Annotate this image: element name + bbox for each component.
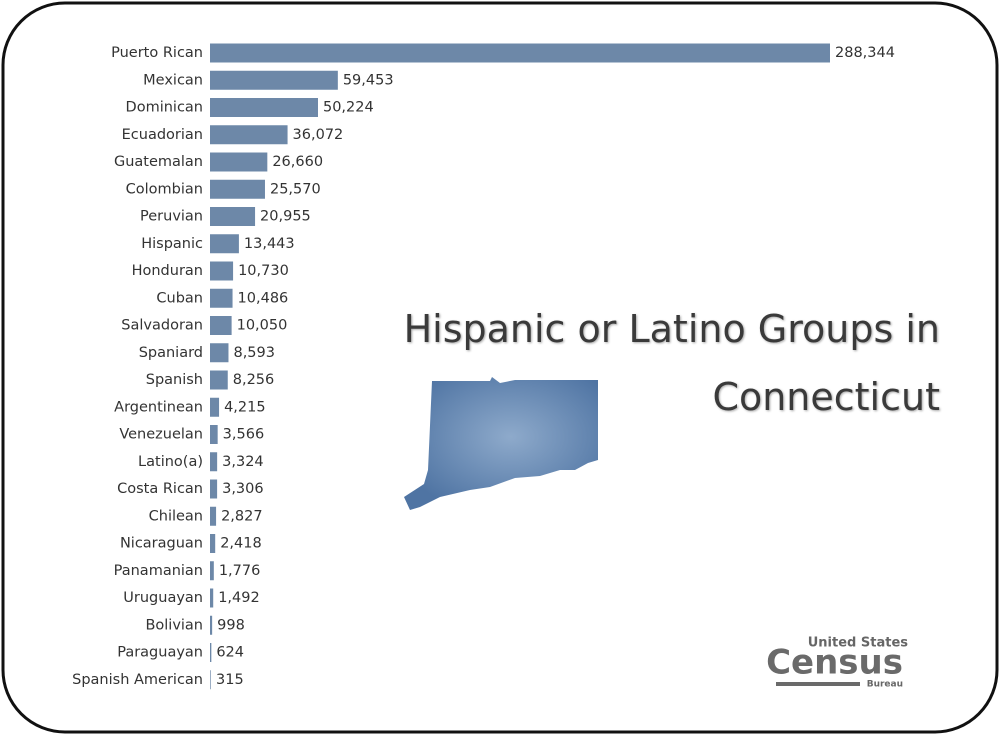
category-label: Guatemalan: [114, 154, 203, 170]
bar: [210, 316, 232, 335]
logo-line2: Census: [766, 643, 903, 683]
category-label: Mexican: [143, 72, 203, 88]
category-label: Spaniard: [139, 345, 203, 361]
value-label: 26,660: [272, 154, 323, 170]
bar: [210, 615, 213, 635]
bar: [210, 288, 233, 308]
bar: [210, 670, 211, 690]
category-label: Salvadoran: [121, 318, 203, 334]
bar: [210, 43, 830, 63]
category-label: Puerto Rican: [111, 45, 203, 61]
value-label: 4,215: [224, 399, 266, 415]
bar: [210, 643, 212, 662]
category-label: Uruguayan: [123, 590, 203, 606]
category-label: Hispanic: [141, 236, 203, 252]
value-label: 3,324: [222, 454, 264, 470]
bar: [210, 534, 216, 553]
bar: [210, 506, 217, 526]
category-label: Spanish American: [72, 672, 203, 688]
value-label: 8,593: [233, 345, 275, 361]
category-label: Panamanian: [114, 563, 203, 579]
category-label: Nicaraguan: [120, 536, 203, 552]
category-label: Peruvian: [140, 209, 203, 225]
value-label: 50,224: [323, 100, 374, 116]
value-label: 8,256: [233, 372, 275, 388]
chart-title: Hispanic or Latino Groups in Connecticut: [403, 307, 940, 419]
logo-bar: [776, 682, 860, 686]
value-label: 624: [216, 645, 244, 661]
category-label: Ecuadorian: [122, 127, 203, 143]
bar: [210, 125, 288, 145]
category-label: Colombian: [126, 181, 203, 197]
value-label: 25,570: [270, 181, 321, 197]
value-label: 10,486: [238, 290, 289, 306]
logo-line3: Bureau: [867, 680, 903, 690]
value-label: 288,344: [835, 45, 895, 61]
value-label: 2,418: [220, 536, 262, 552]
value-label: 1,776: [219, 563, 261, 579]
bar: [210, 370, 228, 390]
value-label: 2,827: [221, 508, 263, 524]
category-label: Venezuelan: [119, 427, 203, 443]
category-label: Spanish: [146, 372, 203, 388]
value-label: 10,730: [238, 263, 289, 279]
connecticut-map: [404, 377, 598, 510]
bar: [210, 452, 218, 472]
value-label: 3,566: [223, 427, 265, 443]
category-label: Paraguayan: [117, 645, 203, 661]
bar: [210, 425, 218, 444]
category-label: Dominican: [126, 100, 203, 116]
bar: [210, 397, 220, 417]
category-label: Costa Rican: [117, 481, 203, 497]
bar: [210, 207, 256, 226]
bar: [210, 179, 265, 199]
bar: [210, 343, 229, 363]
bar: [210, 98, 318, 117]
value-label: 3,306: [222, 481, 264, 497]
bar: [210, 261, 234, 281]
census-logo: United States Census Bureau: [766, 636, 908, 690]
bar: [210, 152, 268, 172]
bar: [210, 479, 218, 499]
value-label: 20,955: [260, 209, 311, 225]
value-label: 998: [217, 617, 245, 633]
bar: [210, 561, 214, 581]
value-label: 315: [216, 672, 244, 688]
bar: [210, 234, 239, 254]
bar: [210, 70, 338, 90]
category-label: Latino(a): [138, 454, 203, 470]
category-label: Cuban: [156, 290, 203, 306]
category-label: Argentinean: [114, 399, 203, 415]
bar: [210, 588, 214, 608]
value-label: 59,453: [343, 72, 394, 88]
value-label: 36,072: [293, 127, 344, 143]
logo-line1: United States: [808, 636, 909, 651]
value-label: 1,492: [218, 590, 260, 606]
value-label: 13,443: [244, 236, 295, 252]
category-label: Bolivian: [145, 617, 203, 633]
value-label: 10,050: [237, 318, 288, 334]
category-label: Honduran: [132, 263, 203, 279]
category-label: Chilean: [149, 508, 203, 524]
